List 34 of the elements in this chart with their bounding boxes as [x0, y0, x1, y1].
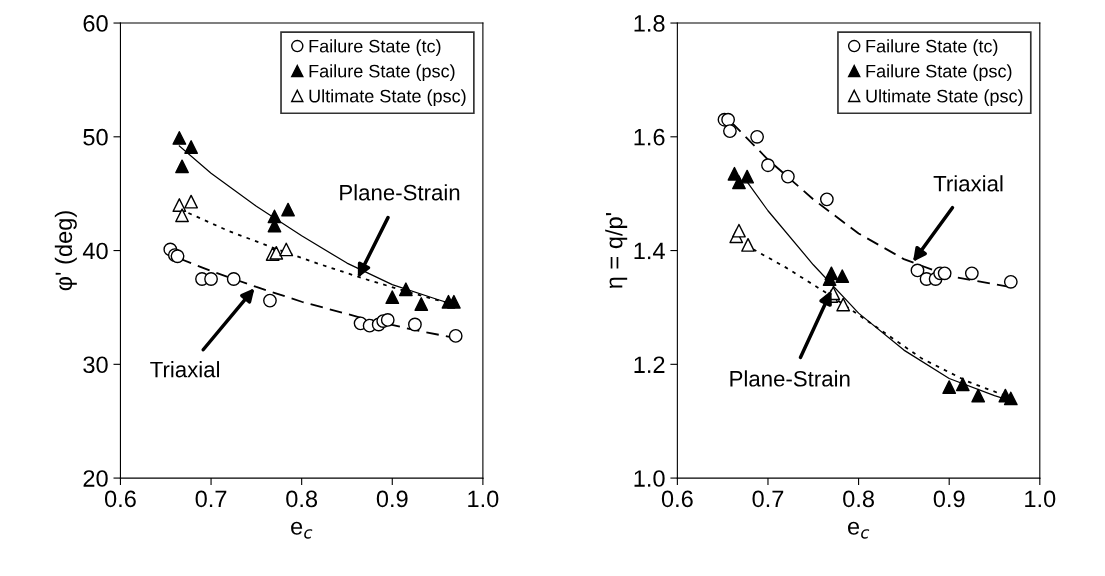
x-tick-label: 0.8 [286, 490, 318, 508]
y-tick-label: 1.6 [634, 128, 665, 146]
annotation: Plane-Strain [340, 184, 460, 201]
y-tick-label: 30 [83, 356, 108, 374]
x-tick-label: 1.0 [468, 490, 499, 508]
legend-label: Ultimate State (psc) [866, 89, 1023, 107]
x-axis-title: e$_{c}$ [848, 521, 870, 539]
annotation: Plane-Strain [730, 370, 850, 387]
y-tick-label: 1.0 [634, 470, 665, 487]
x-tick-label: 0.6 [104, 490, 136, 508]
legend-label: Failure State (tc) [866, 39, 998, 57]
y-tick-label: 1.8 [634, 15, 665, 32]
legend-label: Ultimate State (psc) [309, 89, 466, 107]
x-tick-label: 0.7 [752, 490, 784, 508]
x-tick-label: 0.8 [843, 490, 874, 508]
legend-label: Failure State (psc) [309, 64, 455, 82]
y-axis-title: φ' (deg) [54, 211, 77, 291]
x-axis-title: e$_{c}$ [291, 521, 313, 539]
x-tick-label: 0.6 [661, 490, 693, 508]
annotation: Triaxial [933, 175, 1003, 192]
legend-label: Failure State (psc) [866, 64, 1012, 82]
y-tick-label: 40 [82, 242, 108, 260]
legend-label: Failure State (tc) [309, 39, 441, 57]
annotation: Triaxial [150, 361, 220, 378]
x-tick-label: 0.9 [933, 490, 965, 508]
x-tick-label: 0.7 [195, 490, 227, 508]
x-tick-label: 1.0 [1025, 490, 1056, 508]
y-axis-title: η = q/p' [605, 213, 628, 289]
y-tick-label: 50 [83, 128, 108, 146]
y-tick-label: 60 [83, 15, 108, 32]
y-tick-label: 1.2 [634, 356, 665, 373]
x-tick-label: 0.9 [376, 490, 408, 508]
y-tick-label: 20 [83, 470, 108, 487]
y-tick-label: 1.4 [634, 242, 665, 260]
